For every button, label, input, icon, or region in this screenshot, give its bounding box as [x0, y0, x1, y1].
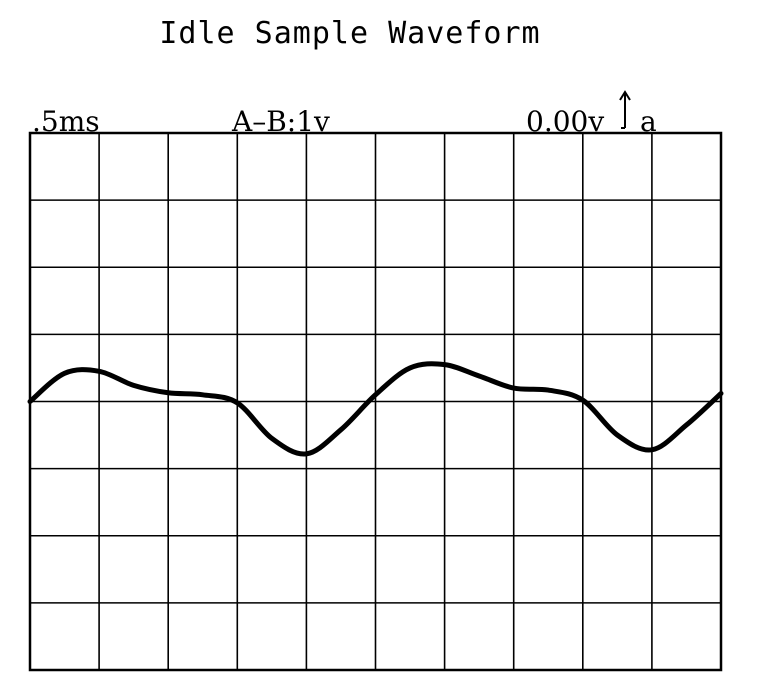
waveform-trace: [27, 361, 724, 457]
trace: [27, 361, 724, 457]
grid: [28, 131, 723, 672]
chart-title: Idle Sample Waveform: [159, 16, 541, 51]
trigger-arrow-icon: [619, 90, 631, 129]
trigger-channel-label: a: [640, 105, 657, 138]
